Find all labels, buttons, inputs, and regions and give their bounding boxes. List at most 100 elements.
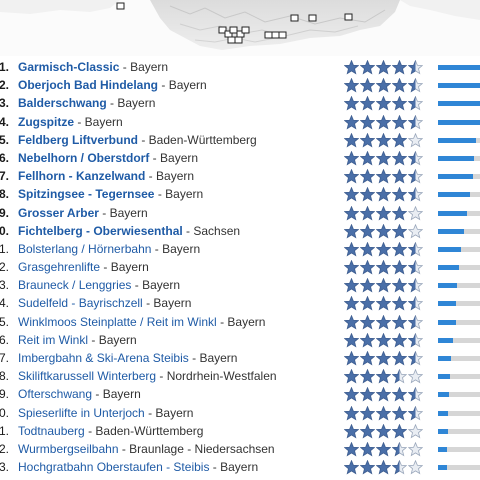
resort-name-link[interactable]: Reit im Winkl <box>18 332 89 347</box>
resort-name-link[interactable]: Ofterschwang <box>18 387 93 402</box>
resort-title: Oberjoch Bad Hindelang - Bayern <box>18 76 340 94</box>
region-label: Bayern <box>84 114 123 129</box>
star-rating <box>344 114 423 130</box>
popularity-bar <box>438 246 480 252</box>
resort-name-link[interactable]: Feldberg Liftverbund <box>18 132 138 147</box>
rank-number: 6. <box>0 150 9 165</box>
star-half-icon <box>408 187 423 202</box>
popularity-bar-fill <box>438 283 457 289</box>
resort-title: Winklmoos Steinplatte / Reit im Winkl - … <box>18 313 340 331</box>
star-full-icon <box>392 96 407 111</box>
region-label: Braunlage - Niedersachsen <box>129 441 275 456</box>
separator: - <box>138 132 149 147</box>
resort-title: Nebelhorn / Oberstdorf - Bayern <box>18 149 340 167</box>
star-full-icon <box>344 223 359 239</box>
resort-name-link[interactable]: Grosser Arber <box>18 205 99 220</box>
star-full-icon <box>344 260 359 275</box>
rank-number: 9. <box>0 387 9 402</box>
resort-name-link[interactable]: Oberjoch Bad Hindelang <box>18 78 159 93</box>
resort-name-link[interactable]: Sudelfeld - Bayrischzell <box>18 296 143 311</box>
popularity-bar <box>438 301 480 307</box>
star-empty-icon <box>408 460 423 475</box>
star-rating <box>344 78 423 93</box>
resort-map[interactable] <box>0 0 480 56</box>
rank-number: 6. <box>0 332 9 347</box>
resort-name-link[interactable]: Hochgratbahn Oberstaufen - Steibis <box>18 460 210 475</box>
resort-title: Brauneck / Lenggries - Bayern <box>18 276 340 294</box>
star-full-icon <box>360 150 375 166</box>
rank-number: 7. <box>0 169 9 184</box>
star-rating <box>344 351 423 366</box>
resort-name-link[interactable]: Fichtelberg - Oberwiesenthal <box>18 223 183 238</box>
star-full-icon <box>360 441 375 457</box>
star-full-icon <box>360 205 375 220</box>
resort-name-link[interactable]: Spitzingsee - Tegernsee <box>18 187 155 202</box>
resort-title: Grasgehrenlifte - Bayern <box>18 258 340 276</box>
popularity-bar <box>438 83 480 89</box>
resort-name-link[interactable]: Spieserlifte in Unterjoch <box>18 405 145 420</box>
star-full-icon <box>360 78 375 93</box>
star-full-icon <box>392 241 407 257</box>
star-rating <box>344 405 423 421</box>
resort-name-link[interactable]: Todtnauberg <box>18 423 85 438</box>
star-full-icon <box>344 351 359 366</box>
rank-number: 1. <box>0 241 9 256</box>
star-full-icon <box>376 405 391 420</box>
star-half-icon <box>408 387 423 402</box>
separator: - <box>92 387 103 402</box>
table-row: 3. Brauneck / Lenggries - Bayern <box>0 276 480 294</box>
resort-name-link[interactable]: Balderschwang <box>18 96 107 111</box>
popularity-bar <box>438 210 480 216</box>
resort-name-link[interactable]: Wurmbergseilbahn <box>18 441 119 456</box>
star-full-icon <box>376 314 391 329</box>
separator: - <box>131 278 143 293</box>
popularity-bar <box>438 192 480 198</box>
resort-name-link[interactable]: Bolsterlang / Hörnerbahn <box>18 241 152 256</box>
popularity-bar <box>438 119 480 125</box>
star-half-icon <box>408 405 423 420</box>
resort-name-link[interactable]: Brauneck / Lenggries <box>18 278 132 293</box>
star-full-icon <box>344 441 359 457</box>
separator: - <box>84 423 96 438</box>
star-full-icon <box>392 150 407 166</box>
resort-name-link[interactable]: Nebelhorn / Oberstdorf <box>18 150 150 165</box>
region-label: Sachsen <box>193 223 241 238</box>
star-empty-icon <box>408 441 423 457</box>
separator: - <box>98 205 110 220</box>
resort-title: Imbergbahn & Ski-Arena Steibis - Bayern <box>18 349 340 367</box>
star-full-icon <box>344 241 359 257</box>
popularity-bar-fill <box>438 137 476 143</box>
table-row: 2. Oberjoch Bad Hindelang - Bayern <box>0 76 480 94</box>
resort-name-link[interactable]: Imbergbahn & Ski-Arena Steibis <box>18 351 189 365</box>
popularity-bar-fill <box>438 83 480 89</box>
star-full-icon <box>360 387 375 402</box>
region-label: Bayern <box>160 150 199 165</box>
star-full-icon <box>376 423 391 439</box>
star-full-icon <box>376 441 391 457</box>
popularity-bar-fill <box>438 155 475 161</box>
resort-title: Spieserlifte in Unterjoch - Bayern <box>18 404 340 422</box>
resort-name-link[interactable]: Skiliftkarussell Winterberg <box>18 369 157 384</box>
star-full-icon <box>376 169 391 184</box>
separator: - <box>88 332 99 347</box>
resort-name-link[interactable]: Winklmoos Steinplatte / Reit im Winkl <box>18 314 217 329</box>
star-full-icon <box>376 78 391 93</box>
star-rating <box>344 169 423 184</box>
separator: - <box>209 460 221 475</box>
star-half-icon <box>408 60 423 75</box>
table-row: 2. Grasgehrenlifte - Bayern <box>0 258 480 276</box>
popularity-bar-fill <box>438 319 457 325</box>
resort-name-link[interactable]: Grasgehrenlifte <box>18 260 101 275</box>
popularity-bar-fill <box>438 101 480 107</box>
resort-name-link[interactable]: Fellhorn - Kanzelwand <box>18 169 146 184</box>
popularity-bar-fill <box>438 374 451 380</box>
separator: - <box>151 241 163 256</box>
region-label: Bayern <box>142 278 181 293</box>
region-label: Baden-Württemberg <box>95 423 204 438</box>
region-label: Bayern <box>199 351 238 365</box>
popularity-bar <box>438 465 480 471</box>
resort-name-link[interactable]: Zugspitze <box>18 114 74 129</box>
rank-number: 0. <box>0 223 9 238</box>
star-full-icon <box>392 387 407 402</box>
resort-name-link[interactable]: Garmisch-Classic <box>18 60 120 74</box>
